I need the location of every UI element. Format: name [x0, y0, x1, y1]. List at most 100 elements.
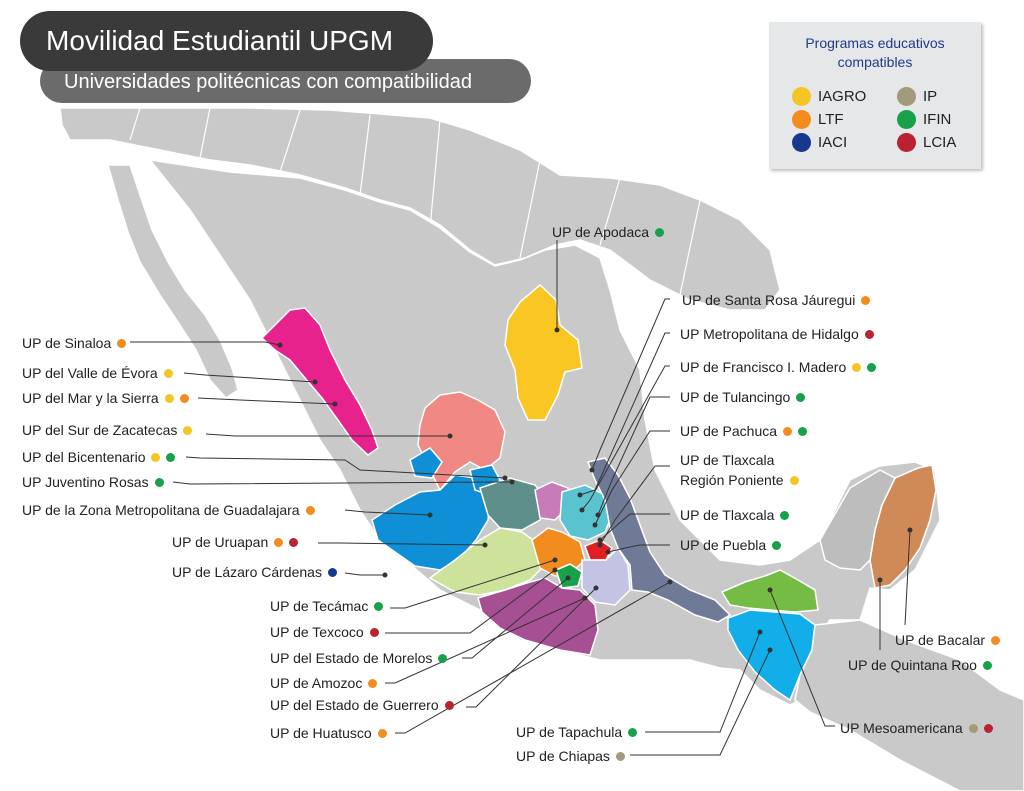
- location-markers: [277, 327, 913, 653]
- legend-label: IACI: [818, 134, 848, 151]
- university-label: UP de Quintana Roo: [848, 657, 992, 673]
- legend-title-line2: compatibles: [837, 54, 913, 70]
- university-label: UP Juventino Rosas: [22, 474, 164, 490]
- program-dot-iaci: [327, 567, 337, 577]
- leader-line: [591, 298, 670, 471]
- program-dot-iagro: [164, 393, 174, 403]
- university-name: UP Juventino Rosas: [22, 474, 149, 490]
- location-marker: [597, 537, 603, 543]
- university-label: UP Metropolitana de Hidalgo: [680, 326, 874, 342]
- university-label: UP de Pachuca: [680, 423, 808, 439]
- location-marker: [277, 342, 283, 348]
- leader-line: [597, 396, 670, 516]
- university-name: UP Mesoamericana: [840, 720, 963, 736]
- university-name: UP del Estado de Guerrero: [270, 697, 439, 713]
- program-dot-ip: [615, 751, 625, 761]
- university-label: UP de Tlaxcala Región Poniente: [680, 452, 820, 488]
- location-marker: [767, 647, 773, 653]
- university-name: UP de Lázaro Cárdenas: [172, 564, 322, 580]
- leader-line: [172, 481, 512, 485]
- leader-line: [594, 430, 670, 526]
- program-dot-ifin: [772, 540, 782, 550]
- program-dot-ltf: [991, 635, 1001, 645]
- legend-label: IP: [923, 88, 938, 105]
- legend: Programas educativos compatibles IAGRO LT…: [769, 22, 981, 169]
- legend-swatch: [897, 110, 916, 129]
- university-name: UP de Amozoc: [270, 675, 363, 691]
- location-marker: [554, 327, 560, 333]
- leader-line: [645, 631, 761, 733]
- university-label: UP de Amozoc: [270, 675, 378, 691]
- state-guerrero: [477, 577, 599, 656]
- location-marker: [447, 433, 453, 439]
- program-dot-ltf: [117, 338, 127, 348]
- university-label: UP de Apodaca: [552, 224, 665, 240]
- legend-swatch: [792, 87, 811, 106]
- legend-label: IFIN: [923, 111, 952, 128]
- location-marker: [589, 467, 595, 473]
- location-marker: [502, 475, 508, 481]
- university-label: UP de Francisco I. Madero: [680, 359, 877, 375]
- university-name: UP Metropolitana de Hidalgo: [680, 326, 859, 342]
- location-marker: [332, 401, 338, 407]
- central-america: [794, 619, 1024, 791]
- university-name: UP de Santa Rosa Jáuregui: [682, 292, 856, 308]
- university-label: UP de Tlaxcala: [680, 507, 790, 523]
- state-veracruz: [586, 457, 732, 623]
- leader-line: [130, 341, 281, 346]
- university-label: UP del Mar y la Sierra: [22, 390, 189, 406]
- location-marker: [595, 512, 601, 518]
- legend-title-line1: Programas educativos: [805, 35, 945, 51]
- program-dot-ifin: [154, 477, 164, 487]
- program-dot-ltf: [368, 678, 378, 688]
- legend-item-ifin: IFIN: [897, 110, 951, 129]
- program-dot-lcia: [864, 329, 874, 339]
- university-name-line2: Región Poniente: [680, 472, 784, 488]
- university-name: UP de Bacalar: [895, 632, 986, 648]
- university-name: UP de Chiapas: [516, 748, 610, 764]
- legend-label: LTF: [818, 111, 844, 128]
- leader-line: [599, 513, 670, 541]
- program-dot-ifin: [374, 601, 384, 611]
- state-jalisco: [371, 474, 491, 571]
- location-marker: [582, 595, 588, 601]
- university-name: UP del Sur de Zacatecas: [22, 422, 178, 438]
- program-dot-ltf: [861, 295, 871, 305]
- state-hidalgo: [559, 484, 613, 541]
- program-dot-lcia: [289, 537, 299, 547]
- university-name: UP del Mar y la Sierra: [22, 390, 159, 406]
- university-name: UP de Tlaxcala: [680, 452, 775, 468]
- university-label: UP de Puebla: [680, 537, 782, 553]
- yucatan-peninsula: [819, 469, 896, 571]
- university-label: UP del Sur de Zacatecas: [22, 422, 193, 438]
- program-dot-lcia: [444, 700, 454, 710]
- legend-item-iagro: IAGRO: [792, 87, 866, 106]
- university-label: UP de Huatusco: [270, 725, 387, 741]
- university-name: UP de Tecámac: [270, 598, 369, 614]
- leader-lines: [130, 240, 911, 756]
- leader-line: [904, 529, 911, 626]
- leader-line: [183, 372, 316, 383]
- university-name: UP de Huatusco: [270, 725, 372, 741]
- location-marker: [592, 522, 598, 528]
- program-dot-ltf: [377, 728, 387, 738]
- university-name: UP de Uruapan: [172, 534, 269, 550]
- legend-label: IAGRO: [818, 88, 867, 105]
- university-label: UP de Tapachula: [516, 724, 638, 740]
- leader-line: [395, 581, 671, 734]
- location-marker: [757, 629, 763, 635]
- location-marker: [577, 492, 583, 498]
- location-marker: [509, 479, 515, 485]
- leader-line: [344, 572, 385, 576]
- university-name: UP de Texcoco: [270, 624, 364, 640]
- leader-line: [318, 542, 486, 546]
- leader-line: [607, 544, 670, 553]
- legend-swatch: [792, 133, 811, 152]
- usa-state-borders: [129, 107, 701, 296]
- university-name: UP del Valle de Évora: [22, 365, 158, 381]
- program-dot-iagro: [789, 475, 799, 485]
- university-name: UP de Francisco I. Madero: [680, 359, 847, 375]
- university-label: UP de Sinaloa: [22, 335, 127, 351]
- location-marker: [667, 579, 673, 585]
